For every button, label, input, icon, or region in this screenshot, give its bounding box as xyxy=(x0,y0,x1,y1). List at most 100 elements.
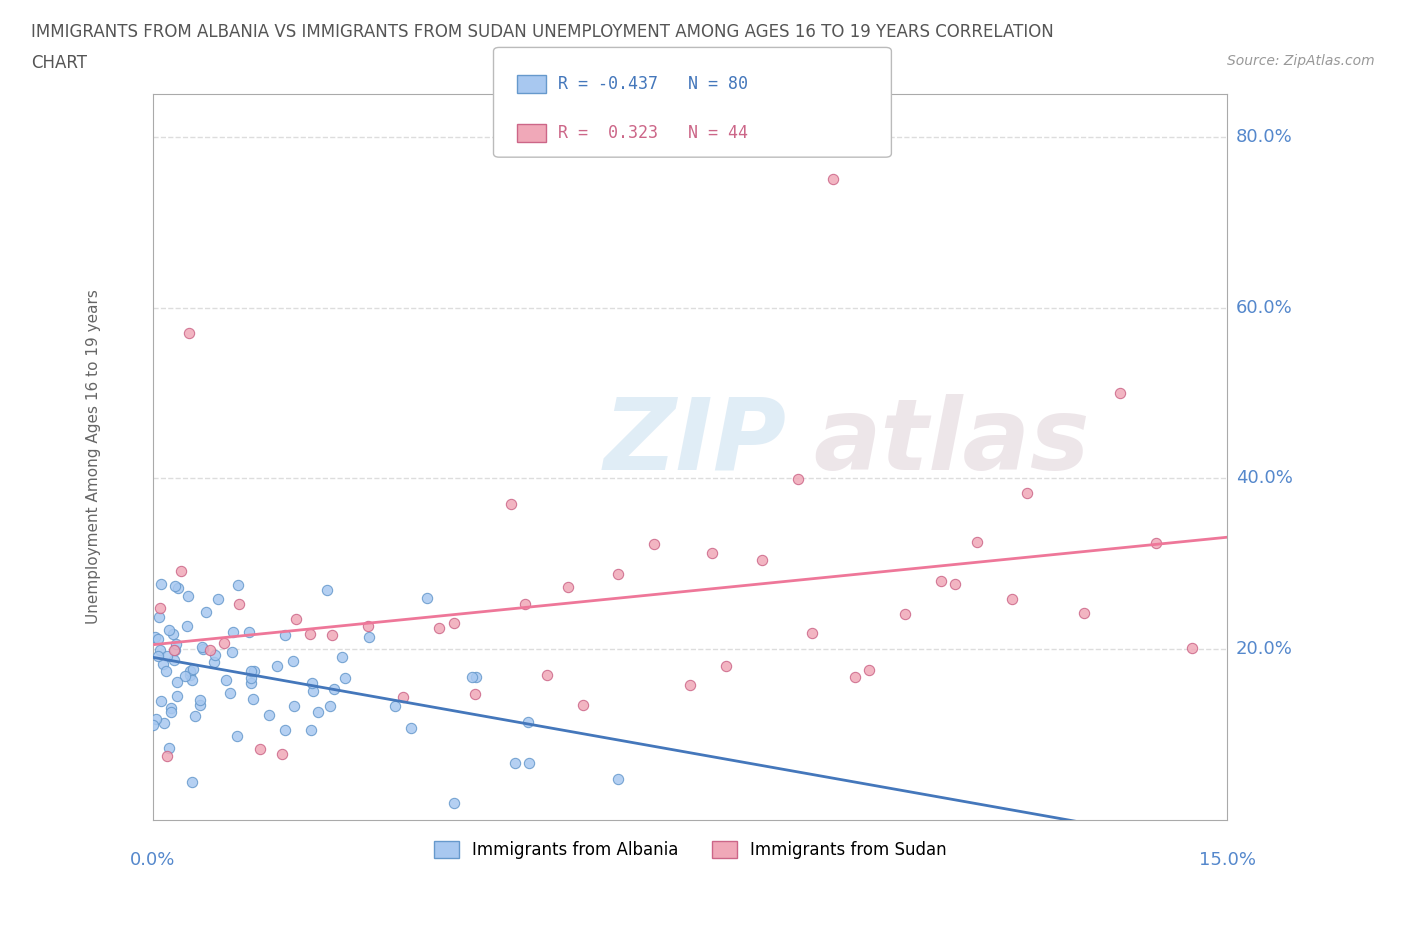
Point xyxy=(148,610,170,625)
Point xyxy=(1144,536,1167,551)
Point xyxy=(167,580,190,595)
Text: 20.0%: 20.0% xyxy=(1236,640,1292,658)
Point xyxy=(499,497,522,512)
Text: 60.0%: 60.0% xyxy=(1236,299,1292,316)
Point xyxy=(464,687,486,702)
Point xyxy=(174,669,197,684)
Point xyxy=(415,591,437,605)
Point xyxy=(152,657,174,671)
Point xyxy=(1015,485,1038,500)
Point xyxy=(179,664,201,679)
Point xyxy=(307,705,329,720)
Point xyxy=(266,658,288,673)
Point xyxy=(392,690,415,705)
Point xyxy=(823,172,845,187)
Point xyxy=(465,670,488,684)
Point xyxy=(180,775,202,790)
Point xyxy=(204,647,226,662)
Point xyxy=(214,636,236,651)
Point xyxy=(259,708,281,723)
Point xyxy=(226,577,249,591)
Point xyxy=(800,626,823,641)
Point xyxy=(242,692,264,707)
Point xyxy=(180,672,202,687)
Point xyxy=(146,631,169,646)
Text: R =  0.323   N = 44: R = 0.323 N = 44 xyxy=(558,124,748,142)
Point xyxy=(190,692,212,707)
Point xyxy=(157,622,180,637)
Point xyxy=(228,597,250,612)
Point xyxy=(150,577,173,591)
Text: R = -0.437   N = 80: R = -0.437 N = 80 xyxy=(558,75,748,93)
Point xyxy=(321,628,343,643)
Point xyxy=(515,596,537,611)
Point xyxy=(198,643,221,658)
Point xyxy=(163,643,186,658)
Point xyxy=(517,756,540,771)
Point xyxy=(751,552,773,567)
Text: 15.0%: 15.0% xyxy=(1199,851,1256,869)
Point xyxy=(219,685,242,700)
Point xyxy=(176,618,198,633)
Point xyxy=(643,537,665,551)
Point xyxy=(215,672,238,687)
Point xyxy=(240,671,263,685)
Point xyxy=(1073,605,1095,620)
Point xyxy=(146,648,169,663)
Point xyxy=(443,616,465,631)
Point xyxy=(443,795,465,810)
Point xyxy=(177,589,200,604)
Point xyxy=(207,591,229,606)
Text: ZIP: ZIP xyxy=(605,394,787,491)
Point xyxy=(162,627,184,642)
Point xyxy=(285,611,308,626)
Point xyxy=(152,716,174,731)
Point xyxy=(249,742,271,757)
Point xyxy=(1001,591,1024,606)
Point xyxy=(163,643,186,658)
Text: CHART: CHART xyxy=(31,54,87,72)
Point xyxy=(225,728,247,743)
Point xyxy=(844,670,866,684)
Point xyxy=(302,684,325,698)
Point xyxy=(607,771,630,786)
Point xyxy=(163,652,186,667)
Point xyxy=(1180,641,1202,656)
Point xyxy=(191,640,214,655)
Point xyxy=(221,644,243,659)
Point xyxy=(243,663,266,678)
Point xyxy=(700,546,723,561)
Legend: Immigrants from Albania, Immigrants from Sudan: Immigrants from Albania, Immigrants from… xyxy=(427,834,953,866)
Point xyxy=(517,714,540,729)
Point xyxy=(461,670,484,684)
Text: atlas: atlas xyxy=(814,394,1090,491)
Point xyxy=(150,693,173,708)
Point xyxy=(149,643,172,658)
Point xyxy=(281,654,304,669)
Point xyxy=(571,698,593,712)
Point xyxy=(166,688,188,703)
Point xyxy=(166,674,188,689)
Point xyxy=(399,721,422,736)
Point xyxy=(323,682,346,697)
Point xyxy=(273,723,295,737)
Point xyxy=(1109,386,1132,401)
Text: Source: ZipAtlas.com: Source: ZipAtlas.com xyxy=(1227,54,1375,68)
Point xyxy=(357,630,380,644)
Point xyxy=(283,698,305,713)
Point xyxy=(315,582,337,597)
Point xyxy=(155,663,177,678)
Text: IMMIGRANTS FROM ALBANIA VS IMMIGRANTS FROM SUDAN UNEMPLOYMENT AMONG AGES 16 TO 1: IMMIGRANTS FROM ALBANIA VS IMMIGRANTS FR… xyxy=(31,23,1053,41)
Point xyxy=(536,668,558,683)
Point xyxy=(427,621,450,636)
Point xyxy=(943,577,966,591)
Point xyxy=(384,698,406,713)
Point xyxy=(319,698,342,713)
Point xyxy=(786,472,808,486)
Point xyxy=(188,698,211,712)
Point xyxy=(145,711,167,726)
Point xyxy=(301,675,323,690)
Text: 40.0%: 40.0% xyxy=(1236,470,1292,487)
Point xyxy=(679,678,702,693)
Point xyxy=(156,749,179,764)
